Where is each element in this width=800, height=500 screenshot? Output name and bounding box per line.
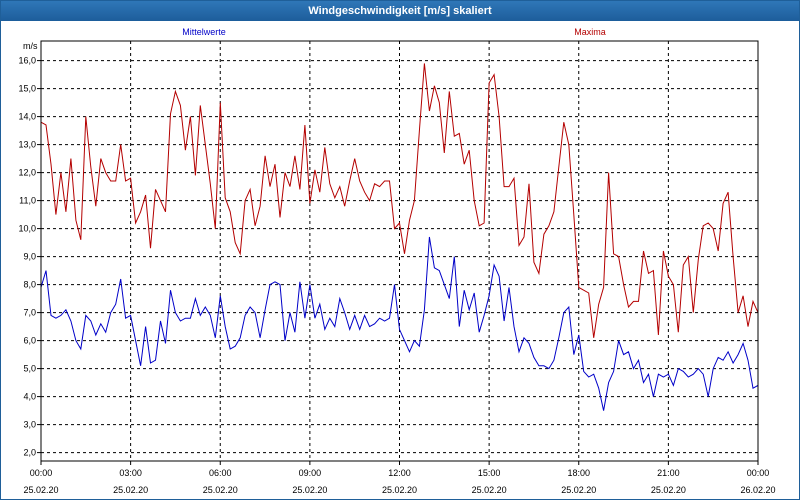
legend-maxima: Maxima xyxy=(574,27,606,37)
x-tick-date: 25.02.20 xyxy=(561,485,596,495)
series-group xyxy=(40,63,759,447)
y-tick-label: 14,0 xyxy=(18,112,36,122)
y-tick-label: 5,0 xyxy=(23,364,36,374)
series-line-maxima xyxy=(40,63,759,405)
y-tick-label: 8,0 xyxy=(23,280,36,290)
x-tick-time: 21:00 xyxy=(657,468,680,478)
x-tick-time: 12:00 xyxy=(388,468,411,478)
x-tick-time: 06:00 xyxy=(209,468,232,478)
y-tick-label: 12,0 xyxy=(18,168,36,178)
x-tick-date: 25.02.20 xyxy=(203,485,238,495)
x-tick-time: 09:00 xyxy=(299,468,322,478)
chart-plot: 2,0 3,0 4,0 5,0 6,0 7,0 8,0 9,0 10,0 11,0 12,0 13,0… xyxy=(18,27,776,495)
x-tick-date: 26.02.20 xyxy=(740,485,775,495)
x-axis-ticks: 00:00 25.02.20 03:00 25.02.20 06:00 25.02.20 0… xyxy=(23,461,776,495)
x-tick-time: 00:00 xyxy=(747,468,770,478)
y-tick-label: 6,0 xyxy=(23,336,36,346)
plot-frame xyxy=(40,40,759,462)
y-tick-label: 3,0 xyxy=(23,420,36,430)
x-tick-time: 15:00 xyxy=(478,468,501,478)
y-tick-label: 13,0 xyxy=(18,140,36,150)
series-line-mittelwerte xyxy=(40,236,759,447)
x-tick-time: 18:00 xyxy=(567,468,590,478)
y-tick-label: 4,0 xyxy=(23,392,36,402)
y-tick-label: 11,0 xyxy=(19,196,36,206)
y-tick-label: 10,0 xyxy=(18,224,36,234)
y-tick-label: 15,0 xyxy=(18,84,36,94)
y-tick-label: 2,0 xyxy=(23,448,36,458)
x-tick-date: 25.02.20 xyxy=(472,485,507,495)
x-tick-date: 25.02.20 xyxy=(292,485,327,495)
y-axis-label: m/s xyxy=(23,41,38,51)
x-tick-date: 25.02.20 xyxy=(23,485,58,495)
x-tick-date: 25.02.20 xyxy=(113,485,148,495)
y-axis-ticks: 2,0 3,0 4,0 5,0 6,0 7,0 8,0 9,0 10,0 11,0 12,0 13,0… xyxy=(18,56,41,458)
x-tick-time: 03:00 xyxy=(119,468,142,478)
window-title: Windgeschwindigkeit [m/s] skaliert xyxy=(1,1,799,21)
y-tick-label: 9,0 xyxy=(23,252,36,262)
grid xyxy=(41,41,758,461)
x-tick-date: 25.02.20 xyxy=(651,485,686,495)
x-tick-time: 00:00 xyxy=(30,468,53,478)
legend-mittelwerte: Mittelwerte xyxy=(182,27,226,37)
x-tick-date: 25.02.20 xyxy=(382,485,417,495)
y-tick-label: 16,0 xyxy=(18,56,36,66)
y-tick-label: 7,0 xyxy=(23,308,36,318)
